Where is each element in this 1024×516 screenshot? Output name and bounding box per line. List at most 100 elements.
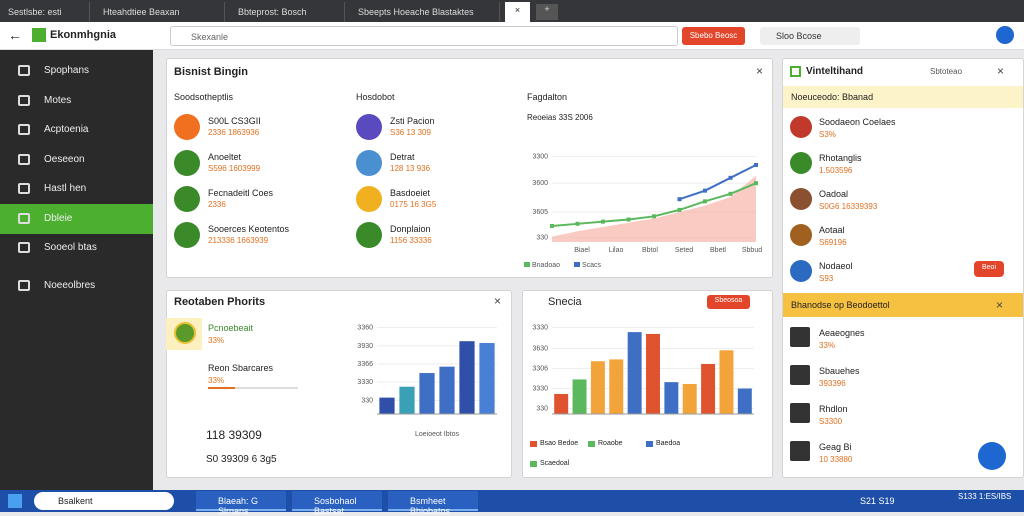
taskbar-app[interactable]: Sosbohaol Bastsat <box>292 491 382 516</box>
back-button[interactable]: ← <box>8 27 22 43</box>
sidebar-item[interactable]: Motes <box>44 94 72 106</box>
tray: S21 S19 <box>860 496 895 506</box>
item-name: Reon Sbarcares <box>208 363 274 373</box>
tab[interactable]: Bbteprost: Bosch <box>230 2 345 22</box>
marker <box>703 199 707 204</box>
item-stat: S69196 <box>819 238 847 247</box>
bar <box>719 350 734 414</box>
sidebar-item[interactable]: Spophans <box>44 65 90 76</box>
legend-swatch <box>588 441 595 447</box>
marker <box>703 188 707 193</box>
tab[interactable]: Sestlsbe: esti <box>0 2 90 22</box>
item-icon <box>790 116 812 138</box>
sidebar <box>0 50 153 490</box>
item-name: Anoeltet <box>208 152 242 162</box>
start-button[interactable] <box>8 494 22 508</box>
item-name: Soodaeon Coelaes <box>819 117 896 127</box>
bar <box>627 332 642 414</box>
x-tick-label: Sbbud <box>742 247 762 254</box>
item-icon <box>174 114 200 140</box>
item-name: Aeaeognes <box>819 328 865 338</box>
item-stat: S93 <box>819 274 834 283</box>
close[interactable]: × <box>997 64 1005 78</box>
item-stat: 33% <box>208 376 225 385</box>
bar <box>572 379 587 414</box>
sidebar-item[interactable]: Sooeol btas <box>44 242 97 253</box>
bar <box>664 382 679 414</box>
action-button[interactable]: Sbebo Beosc <box>682 27 745 45</box>
sidebar-icon <box>18 183 30 194</box>
item-icon <box>790 403 810 423</box>
bar <box>737 388 752 414</box>
legend-label: Roaobe <box>598 440 623 447</box>
bar <box>399 386 415 414</box>
legend-label: Bsao Bedoe <box>540 440 579 447</box>
y-tick-label: 3330 <box>532 325 548 332</box>
item-stat: S3300 <box>819 417 843 426</box>
taskbar-app[interactable]: Bsmheet Bhiobatos <box>388 491 478 516</box>
profile-icon[interactable] <box>996 26 1014 44</box>
y-tick-label: 330 <box>361 397 373 404</box>
card-title: Snecia <box>548 296 582 308</box>
fab[interactable] <box>978 442 1006 470</box>
bar-chart: 3360 3930 3366 3330 330 Loeioeot Ibtos <box>357 325 497 438</box>
sidebar-icon <box>18 242 30 253</box>
bar <box>682 383 697 414</box>
y-tick-label: 3360 <box>357 325 373 332</box>
sidebar-icon <box>18 153 30 165</box>
column-title: Soodsotheptlis <box>174 92 234 102</box>
bar <box>609 359 624 414</box>
new-tab[interactable]: + <box>536 4 558 20</box>
item-stat: 393396 <box>819 379 846 388</box>
marker <box>677 207 682 212</box>
close[interactable]: × <box>756 64 764 78</box>
item-name: Detrat <box>390 152 415 162</box>
sidebar-item[interactable]: Hastl hen <box>44 183 87 194</box>
panel-action[interactable]: Sbtoteao <box>930 67 963 76</box>
panel-title: Vinteltihand <box>806 66 864 77</box>
legend-swatch <box>530 441 537 447</box>
sidebar-item[interactable]: Noeeolbres <box>44 279 96 291</box>
x-tick-label: Bbtol <box>642 247 658 254</box>
close[interactable]: × <box>494 294 502 308</box>
item-stat: S36 13 309 <box>390 128 431 137</box>
close[interactable]: × <box>996 298 1004 312</box>
y-tick-label: 3306 <box>532 366 548 373</box>
search-box[interactable]: Skexanle <box>170 26 678 46</box>
marker <box>728 191 733 196</box>
legend-swatch <box>524 262 530 267</box>
taskbar-app[interactable]: Blaeah: G Slrnans <box>196 491 286 516</box>
dropdown[interactable]: Sloo Bcose <box>760 27 860 45</box>
y-tick-label: 3366 <box>357 361 373 368</box>
item-button[interactable]: Beoi <box>974 261 1004 277</box>
brand: Ekonmhgnia <box>50 29 117 41</box>
filter-button[interactable]: Sbeosoa <box>707 295 750 309</box>
item-name: Pcnoebeait <box>208 323 254 333</box>
sidebar-item[interactable]: Acptoenia <box>44 124 89 135</box>
item-icon <box>790 327 810 347</box>
item-stat: 33% <box>208 336 225 345</box>
active-tab[interactable]: × <box>505 2 530 22</box>
legend-swatch <box>646 441 653 447</box>
item-stat: 33% <box>819 341 836 350</box>
tab[interactable]: Hteahdtiee Beaxan <box>95 2 225 22</box>
sidebar-icon <box>18 124 30 135</box>
legend-label: Baedoa <box>656 440 681 447</box>
item-icon <box>356 114 382 140</box>
chart-header: Reoeias 33S 2006 <box>527 113 593 122</box>
item-icon <box>174 150 200 176</box>
marker <box>626 217 631 222</box>
item-name: Rhotanglis <box>819 153 862 163</box>
item-icon <box>790 441 810 461</box>
item-stat: 213336 1663939 <box>208 236 269 245</box>
y-tick-label: 3330 <box>357 379 373 386</box>
sidebar-icon <box>18 212 30 224</box>
legend-label: Scaedoal <box>540 460 570 467</box>
item-stat: 1.503596 <box>819 166 853 175</box>
sidebar-item[interactable]: Dbleie <box>0 203 153 234</box>
tab[interactable]: Sbeepts Hoeache Blastaktes <box>350 2 500 22</box>
item-name: Donplaion <box>390 224 431 234</box>
taskbar-search[interactable]: Bsalkent <box>34 492 174 510</box>
sidebar-item[interactable]: Oeseeon <box>44 153 85 165</box>
